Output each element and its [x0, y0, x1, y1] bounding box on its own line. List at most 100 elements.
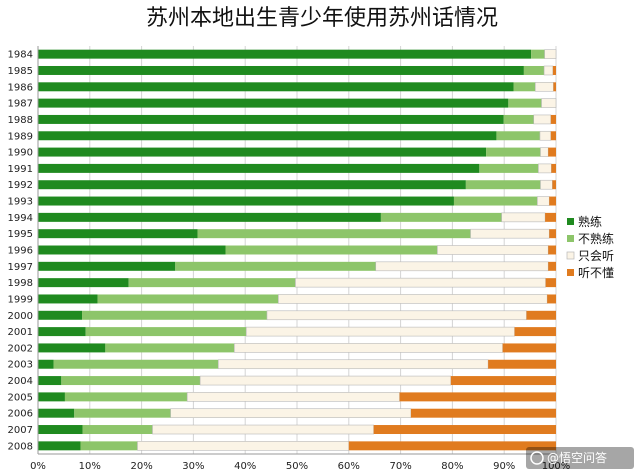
bar-segment-不熟练	[465, 180, 541, 190]
bar-segment-不熟练	[97, 294, 279, 304]
bar-segment-只会听	[217, 359, 489, 370]
bar-segment-熟练	[38, 359, 54, 369]
bar-segment-熟练	[38, 392, 65, 402]
bar-segment-听不懂	[548, 147, 556, 157]
y-tick-label: 1987	[8, 99, 33, 110]
x-tick-label: 70%	[389, 461, 411, 472]
bar-segment-听不懂	[551, 163, 556, 173]
bar-segment-听不懂	[399, 392, 556, 402]
bar-segment-不熟练	[85, 327, 247, 337]
bar-segment-不熟练	[496, 131, 540, 141]
bars	[38, 49, 557, 451]
bar-segment-熟练	[38, 212, 381, 222]
bar-segment-只会听	[278, 294, 548, 304]
bar-segment-听不懂	[550, 114, 556, 124]
bar-segment-熟练	[38, 441, 81, 451]
bar-segment-不熟练	[80, 441, 138, 451]
bar-segment-熟练	[38, 310, 83, 320]
x-tick-label: 40%	[234, 461, 256, 472]
bar-segment-只会听	[437, 245, 549, 255]
y-tick-label: 1991	[8, 164, 33, 175]
legend-label: 不熟练	[578, 231, 614, 246]
bar-segment-不熟练	[53, 359, 219, 369]
bar-segment-只会听	[538, 163, 552, 174]
bar-segment-熟练	[38, 131, 497, 141]
y-tick-label: 1998	[8, 278, 33, 289]
bar-segment-听不懂	[552, 180, 556, 190]
bar-segment-熟练	[38, 278, 129, 288]
bar-segment-只会听	[234, 343, 503, 353]
bar-segment-熟练	[38, 261, 176, 271]
bar-segment-听不懂	[548, 245, 556, 255]
bar-segment-不熟练	[531, 49, 545, 59]
bar-segment-熟练	[38, 408, 75, 418]
bar-segment-只会听	[534, 82, 554, 92]
y-tick-label: 1999	[8, 294, 33, 305]
bar-segment-熟练	[38, 114, 504, 124]
x-tick-label: 90%	[493, 461, 515, 472]
x-tick-label: 80%	[441, 461, 463, 472]
bar-segment-只会听	[186, 392, 400, 402]
bar-segment-听不懂	[450, 376, 556, 386]
bar-segment-熟练	[38, 65, 524, 75]
bar-segment-熟练	[38, 82, 514, 92]
bar-segment-不熟练	[105, 343, 235, 353]
y-tick-label: 1988	[8, 115, 33, 126]
bar-segment-只会听	[541, 98, 557, 108]
bar-segment-熟练	[38, 98, 509, 108]
legend-label: 听不懂	[578, 266, 614, 280]
bar-segment-只会听	[266, 310, 527, 321]
bar-segment-熟练	[38, 163, 480, 173]
legend-swatch	[567, 269, 574, 276]
bar-segment-只会听	[137, 441, 350, 451]
bar-segment-听不懂	[549, 196, 556, 206]
bar-segment-不熟练	[380, 212, 502, 222]
y-tick-label: 1994	[8, 213, 33, 224]
watermark-badge	[526, 447, 634, 469]
watermark: @悟空问答	[526, 447, 634, 469]
y-tick-label: 2008	[8, 441, 33, 452]
bar-segment-熟练	[38, 376, 62, 386]
y-tick-label: 1992	[8, 180, 33, 191]
bar-segment-听不懂	[488, 359, 556, 369]
bar-segment-只会听	[540, 179, 553, 190]
bar-segment-熟练	[38, 180, 466, 190]
x-tick-label: 10%	[79, 461, 101, 472]
y-tick-label: 2005	[8, 392, 33, 403]
y-tick-label: 1993	[8, 197, 33, 208]
bar-segment-不熟练	[82, 310, 267, 320]
bar-segment-只会听	[375, 261, 549, 272]
bar-segment-只会听	[295, 277, 546, 288]
bar-segment-听不懂	[545, 278, 556, 288]
y-tick-label: 2002	[8, 343, 33, 354]
bar-segment-熟练	[38, 425, 83, 435]
bar-segment-不熟练	[523, 65, 545, 75]
y-tick-label: 1985	[8, 66, 33, 77]
axes: 0% 10% 20% 30% 40% 50% 60% 70% 80% 90% 100% 1984 198…	[8, 46, 570, 472]
bar-segment-听不懂	[547, 294, 556, 304]
bar-segment-只会听	[245, 326, 515, 337]
x-tick-label: 60%	[338, 461, 360, 472]
bar-segment-听不懂	[502, 343, 556, 353]
bar-segment-不熟练	[61, 376, 201, 386]
y-tick-label: 1995	[8, 229, 33, 240]
bar-segment-熟练	[38, 49, 532, 59]
bar-segment-只会听	[540, 147, 549, 157]
bar-segment-只会听	[199, 375, 452, 386]
bar-segment-听不懂	[514, 327, 556, 337]
y-tick-label: 1989	[8, 131, 33, 142]
y-tick-label: 1990	[8, 148, 33, 159]
bar-segment-听不懂	[550, 131, 556, 141]
bar-segment-不熟练	[64, 392, 188, 402]
bar-segment-只会听	[170, 408, 412, 418]
bar-segment-不熟练	[225, 245, 438, 255]
bar-segment-熟练	[38, 294, 98, 304]
bar-segment-听不懂	[548, 261, 556, 271]
bar-segment-熟练	[38, 147, 487, 157]
y-tick-label: 1986	[8, 82, 33, 93]
x-tick-label: 20%	[130, 461, 152, 472]
legend-swatch	[566, 251, 575, 260]
bar-segment-不熟练	[453, 196, 538, 206]
